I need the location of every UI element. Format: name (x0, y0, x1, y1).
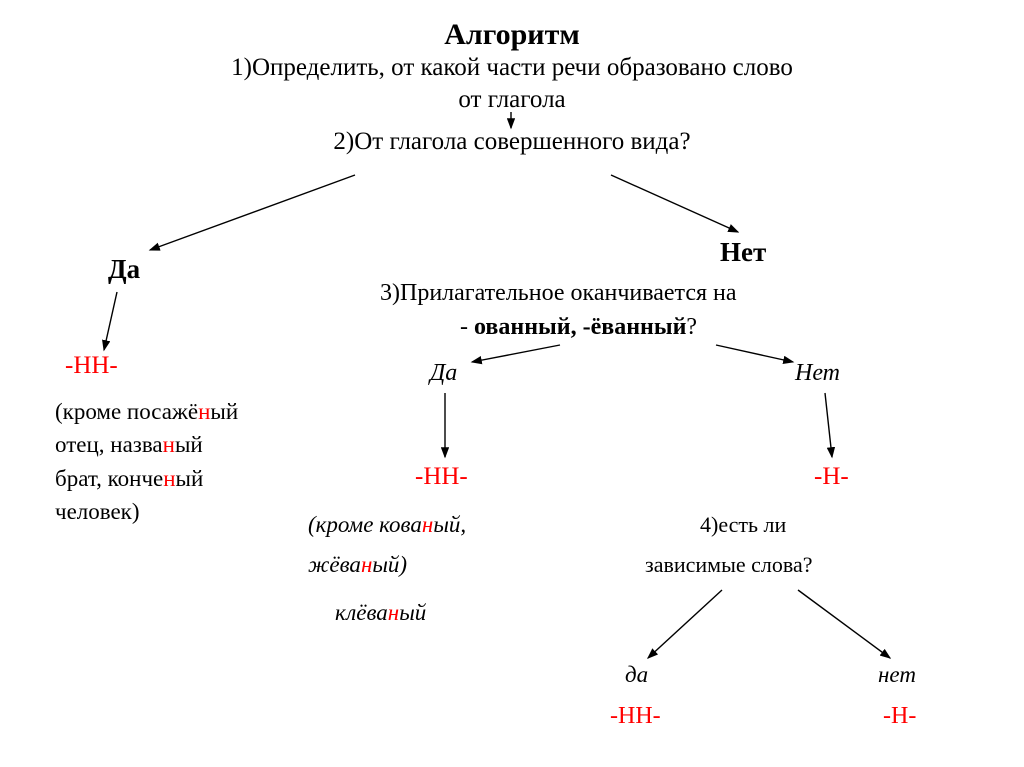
exception-mid-3: клёваный (335, 600, 426, 626)
branch-no-2: Нет (795, 360, 840, 387)
step-4-line1: 4)есть ли (700, 512, 786, 538)
branch-yes-2: Да (430, 360, 457, 387)
result-n-bottom: -Н- (883, 703, 916, 730)
branch-no-3: нет (878, 662, 916, 688)
exc-mid-1e: ый, (433, 512, 466, 537)
exc-mid-2a: жёва (308, 552, 361, 577)
result-nn-mid: -НН- (415, 463, 468, 491)
step-3-line1: 3)Прилагательное оканчивается на (380, 280, 737, 307)
step-1: 1)Определить, от какой части речи образо… (0, 54, 1024, 82)
step3-q: ? (686, 314, 697, 340)
exc-left-3e: ый (176, 466, 204, 491)
exc-mid-3r: н (388, 600, 399, 625)
step-2: 2)От глагола совершенного вида? (0, 128, 1024, 156)
exc-mid-2e: ый) (372, 552, 407, 577)
exc-mid-3e: ый (399, 600, 426, 625)
exc-left-3r: н (163, 466, 175, 491)
exc-mid-3a: клёва (335, 600, 388, 625)
exc-mid-2r: н (361, 552, 372, 577)
exc-left-1e: ый (210, 399, 238, 424)
result-n-right: -Н- (814, 463, 849, 491)
branch-yes-1: Да (108, 254, 140, 285)
exc-left-1a: (кроме посажё (55, 399, 198, 424)
branch-no-1: Нет (720, 237, 766, 268)
exception-mid-2: жёваный) (308, 552, 407, 578)
exc-mid-1a: (кроме кова (308, 512, 422, 537)
step-3-line2: - ованный, -ёванный? (460, 314, 697, 341)
exc-left-1r: н (198, 399, 210, 424)
page-title: Алгоритм (0, 0, 1024, 52)
exc-left-2r: н (163, 432, 175, 457)
step-4-line2: зависимые слова? (645, 552, 813, 578)
exc-left-2a: отец, назва (55, 432, 163, 457)
result-nn-left: -НН- (65, 352, 118, 380)
exception-left: (кроме посажёный отец, названый брат, ко… (55, 395, 238, 528)
exc-left-2e: ый (175, 432, 203, 457)
exception-mid-1: (кроме кованый, (308, 512, 466, 538)
step3-plain: - (460, 314, 474, 340)
exc-mid-1r: н (422, 512, 433, 537)
branch-yes-3: да (625, 662, 648, 688)
step3-bold: ованный, -ёванный (474, 314, 686, 340)
step-1-sub: от глагола (0, 86, 1024, 114)
exc-left-4: человек) (55, 499, 140, 524)
arrows-layer (0, 0, 1024, 767)
exc-left-3a: брат, конче (55, 466, 163, 491)
result-nn-bottom: -НН- (610, 703, 661, 730)
